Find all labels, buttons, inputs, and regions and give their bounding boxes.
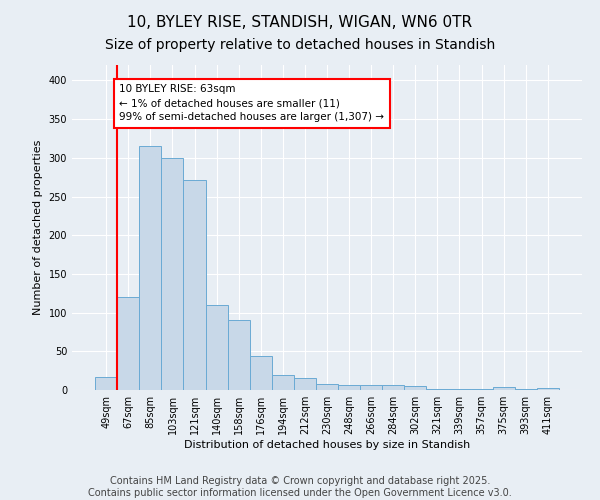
Bar: [272, 376, 294, 390]
Bar: [515, 389, 537, 390]
Bar: [294, 378, 316, 390]
Bar: [316, 384, 338, 390]
Bar: [227, 320, 250, 390]
Y-axis label: Number of detached properties: Number of detached properties: [33, 140, 43, 315]
Bar: [404, 386, 427, 390]
Bar: [95, 377, 117, 390]
Bar: [493, 387, 515, 390]
Bar: [206, 305, 227, 390]
Bar: [360, 384, 382, 390]
Bar: [470, 389, 493, 390]
Text: Contains HM Land Registry data © Crown copyright and database right 2025.
Contai: Contains HM Land Registry data © Crown c…: [88, 476, 512, 498]
Bar: [448, 389, 470, 390]
X-axis label: Distribution of detached houses by size in Standish: Distribution of detached houses by size …: [184, 440, 470, 450]
Text: Size of property relative to detached houses in Standish: Size of property relative to detached ho…: [105, 38, 495, 52]
Bar: [117, 297, 139, 390]
Bar: [139, 146, 161, 390]
Bar: [184, 180, 206, 390]
Bar: [250, 356, 272, 390]
Bar: [338, 384, 360, 390]
Text: 10, BYLEY RISE, STANDISH, WIGAN, WN6 0TR: 10, BYLEY RISE, STANDISH, WIGAN, WN6 0TR: [127, 15, 473, 30]
Bar: [382, 386, 404, 390]
Bar: [537, 388, 559, 390]
Bar: [161, 158, 184, 390]
Text: 10 BYLEY RISE: 63sqm
← 1% of detached houses are smaller (11)
99% of semi-detach: 10 BYLEY RISE: 63sqm ← 1% of detached ho…: [119, 84, 385, 122]
Bar: [427, 389, 448, 390]
